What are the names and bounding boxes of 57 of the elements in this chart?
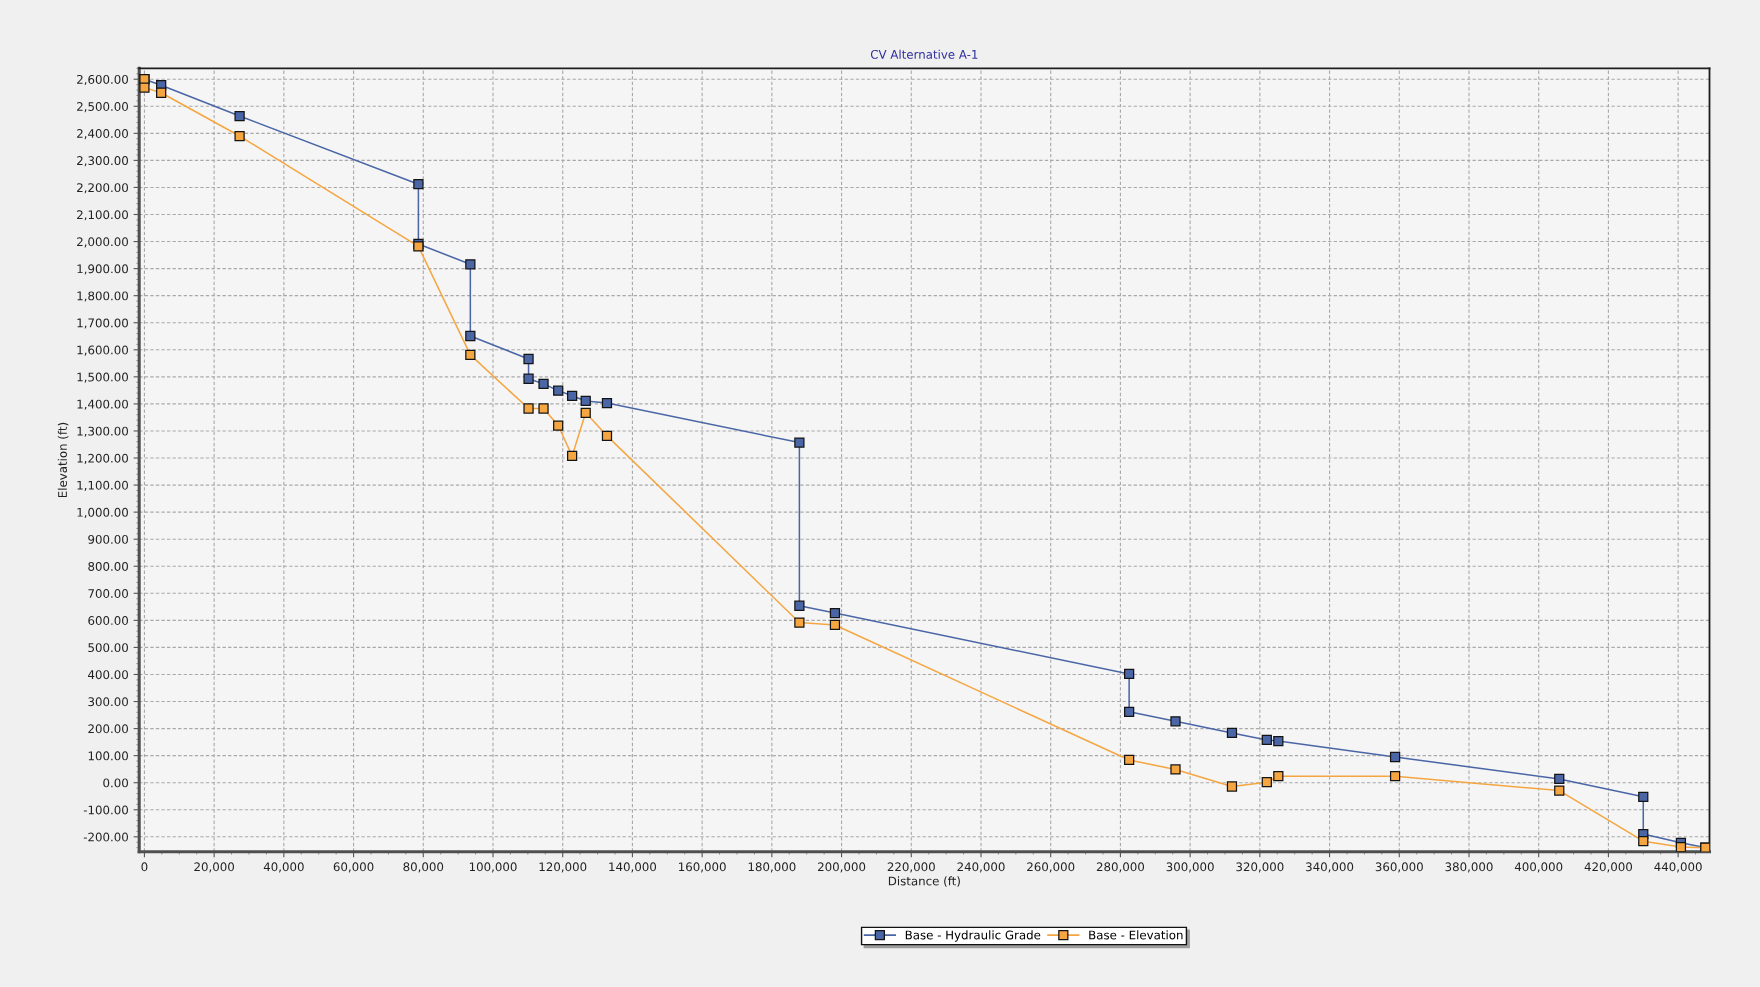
y-tick-label: 1,900.00 [77, 264, 128, 275]
y-tick-label: 1,700.00 [77, 318, 128, 329]
y-tick-label: -100.00 [83, 805, 128, 815]
x-tick-label: 240,000 [957, 862, 1005, 873]
x-tick-label: 300,000 [1166, 862, 1214, 873]
y-tick-label: 1,800.00 [77, 291, 128, 302]
y-tick-label: 800.00 [88, 561, 128, 571]
y-tick-label: 1,200.00 [77, 453, 128, 464]
x-tick-label: 340,000 [1306, 862, 1354, 873]
legend-label: Base - Elevation [1089, 930, 1183, 940]
x-tick-label: 20,000 [194, 862, 235, 873]
y-tick-label: 1,100.00 [77, 480, 128, 491]
x-tick-label: 180,000 [748, 862, 796, 873]
y-tick-label: 2,500.00 [77, 102, 128, 113]
x-tick-label: 280,000 [1096, 862, 1145, 873]
y-tick-label: 2,600.00 [77, 74, 128, 86]
y-tick-label: 2,300.00 [77, 156, 128, 167]
y-tick-label: 1,500.00 [77, 372, 128, 383]
x-tick-label: 220,000 [887, 862, 935, 873]
x-tick-label: 100,000 [469, 862, 517, 873]
y-tick-label: 200.00 [88, 724, 128, 734]
y-tick-label: 2,400.00 [77, 129, 128, 140]
x-tick-label: 120,000 [539, 862, 587, 873]
x-tick-label: 40,000 [263, 862, 304, 873]
y-tick-label: 500.00 [88, 643, 128, 653]
x-tick-label: 260,000 [1027, 862, 1075, 873]
x-tick-label: 60,000 [333, 862, 374, 873]
x-tick-label: 380,000 [1445, 862, 1493, 873]
y-tick-label: 1,400.00 [77, 399, 128, 410]
y-tick-label: 1,000.00 [77, 507, 128, 518]
y-tick-label: 2,000.00 [77, 237, 128, 248]
y-tick-label: 700.00 [88, 589, 128, 598]
x-tick-label: 160,000 [679, 862, 726, 873]
y-axis-title: Elevation (ft) [57, 422, 69, 498]
y-tick-label: 900.00 [88, 534, 128, 544]
x-tick-label: 200,000 [818, 862, 866, 873]
x-tick-label: 420,000 [1584, 862, 1633, 873]
x-tick-label: 320,000 [1236, 862, 1284, 873]
x-tick-label: 0 [141, 862, 148, 872]
y-tick-label: 2,200.00 [77, 183, 128, 194]
y-tick-label: 1,300.00 [77, 426, 128, 437]
chart-title: CV Alternative A-1 [870, 49, 978, 59]
x-tick-label: 80,000 [403, 862, 444, 873]
y-tick-label: 100.00 [88, 751, 128, 761]
y-tick-label: -200.00 [83, 832, 128, 842]
y-tick-label: 2,100.00 [77, 210, 128, 221]
y-tick-label: 300.00 [88, 697, 128, 707]
x-tick-label: 440,000 [1654, 862, 1702, 873]
y-tick-label: 400.00 [88, 670, 128, 680]
x-tick-label: 360,000 [1375, 862, 1423, 873]
x-axis-title: Distance (ft) [888, 876, 960, 887]
y-tick-label: 0.00 [103, 778, 128, 788]
legend-label: Base - Hydraulic Grade [905, 930, 1041, 942]
x-tick-label: 400,000 [1514, 862, 1563, 873]
y-tick-label: 1,600.00 [77, 345, 128, 356]
y-tick-label: 600.00 [88, 616, 128, 626]
x-tick-label: 140,000 [609, 862, 657, 873]
